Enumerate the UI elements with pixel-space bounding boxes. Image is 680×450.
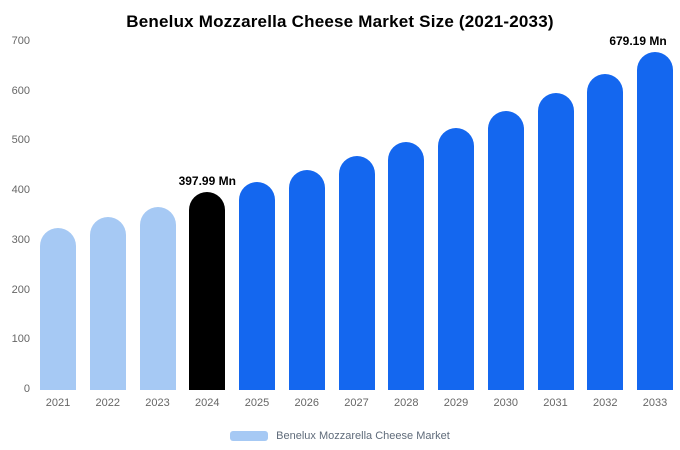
y-axis-tick-label: 500 bbox=[11, 134, 30, 147]
data-label-2033: 679.19 Mn bbox=[609, 34, 667, 49]
x-axis-tick-label: 2022 bbox=[95, 397, 120, 409]
legend-label: Benelux Mozzarella Cheese Market bbox=[276, 430, 450, 442]
y-axis-tick-label: 400 bbox=[11, 184, 30, 197]
legend[interactable]: Benelux Mozzarella Cheese Market bbox=[0, 430, 680, 442]
data-label-2024: 397.99 Mn bbox=[178, 174, 236, 189]
x-axis-tick-label: 2028 bbox=[394, 397, 419, 409]
bar-2028[interactable] bbox=[388, 142, 425, 390]
bar-2029[interactable] bbox=[438, 127, 474, 390]
bar-2023[interactable] bbox=[139, 207, 176, 390]
x-axis-tick-label: 2030 bbox=[493, 397, 518, 409]
bar-2021[interactable] bbox=[40, 228, 76, 390]
bar-2024[interactable] bbox=[189, 192, 226, 390]
x-axis-tick-label: 2032 bbox=[593, 397, 618, 409]
x-axis-tick-label: 2029 bbox=[443, 397, 469, 409]
bar-2027[interactable] bbox=[338, 156, 375, 390]
bar-2025[interactable] bbox=[239, 182, 275, 390]
bar-2033[interactable] bbox=[637, 52, 673, 390]
bar-2026[interactable] bbox=[288, 169, 325, 390]
legend-swatch bbox=[230, 431, 269, 441]
bar-2032[interactable] bbox=[587, 73, 624, 390]
x-axis-tick-label: 2024 bbox=[195, 397, 220, 409]
y-axis-tick-label: 700 bbox=[11, 35, 30, 47]
x-axis-tick-label: 2025 bbox=[244, 397, 270, 409]
y-axis-tick-label: 600 bbox=[11, 84, 30, 97]
x-axis-tick-label: 2021 bbox=[45, 397, 71, 409]
x-axis-tick-label: 2031 bbox=[543, 397, 568, 409]
bar-2031[interactable] bbox=[537, 93, 574, 390]
bar-2022[interactable] bbox=[89, 216, 126, 390]
chart-title: Benelux Mozzarella Cheese Market Size (2… bbox=[126, 12, 554, 31]
x-axis-tick-label: 2026 bbox=[294, 397, 319, 409]
x-axis-tick-label: 2027 bbox=[344, 397, 369, 409]
y-axis-tick-label: 100 bbox=[11, 333, 30, 346]
y-axis-tick-label: 200 bbox=[11, 283, 30, 296]
y-axis-tick-label: 0 bbox=[23, 383, 30, 395]
y-axis-tick-label: 300 bbox=[11, 233, 30, 246]
bar-2030[interactable] bbox=[487, 110, 524, 390]
x-axis-tick-label: 2023 bbox=[145, 397, 170, 409]
x-axis-tick-label: 2033 bbox=[642, 397, 668, 409]
